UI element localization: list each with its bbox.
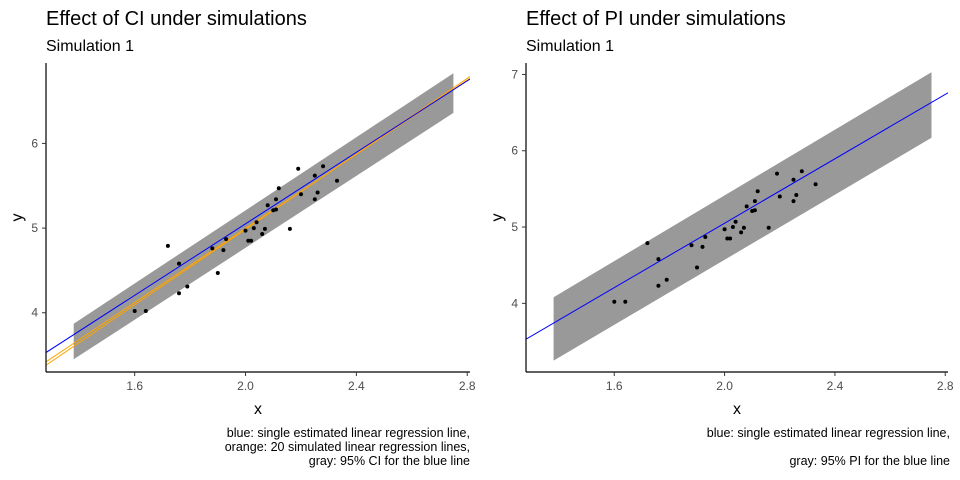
x-tick-label: 1.6 bbox=[606, 379, 623, 393]
chart-subtitle: Simulation 1 bbox=[46, 38, 134, 55]
data-point bbox=[700, 244, 705, 249]
data-point bbox=[274, 197, 278, 202]
y-tick-label: 7 bbox=[511, 67, 518, 81]
data-point bbox=[739, 230, 744, 235]
data-point bbox=[185, 284, 190, 289]
data-point bbox=[775, 171, 779, 176]
data-point bbox=[733, 219, 738, 224]
data-point bbox=[312, 197, 317, 202]
data-point bbox=[777, 194, 782, 199]
data-point bbox=[224, 237, 229, 242]
caption-line-1: blue: single estimated linear regression… bbox=[227, 426, 470, 440]
chart-title: Effect of CI under simulations bbox=[46, 8, 307, 30]
data-point bbox=[813, 182, 818, 187]
data-point bbox=[274, 207, 278, 212]
x-tick-label: 1.6 bbox=[126, 379, 143, 393]
data-point bbox=[276, 186, 281, 191]
chart-panel-1: Effect of CI under simulations Simulation… bbox=[9, 8, 476, 468]
data-point bbox=[728, 236, 733, 241]
x-tick-label: 2.0 bbox=[716, 379, 733, 393]
chart-subtitle: Simulation 1 bbox=[526, 38, 614, 55]
data-point bbox=[623, 299, 628, 304]
data-point bbox=[689, 243, 694, 248]
x-tick-label: 2.0 bbox=[237, 379, 254, 393]
data-point bbox=[612, 299, 617, 304]
fit-line bbox=[526, 92, 948, 340]
data-point bbox=[265, 203, 270, 208]
y-tick-label: 6 bbox=[31, 136, 38, 150]
data-point bbox=[752, 199, 757, 204]
data-point bbox=[215, 271, 220, 275]
data-point bbox=[794, 193, 799, 197]
data-point bbox=[335, 178, 339, 183]
data-point bbox=[177, 291, 181, 296]
data-point bbox=[791, 199, 796, 204]
data-point bbox=[221, 248, 226, 253]
fit-line bbox=[46, 78, 470, 353]
data-point bbox=[296, 166, 301, 171]
data-point bbox=[262, 226, 267, 231]
data-point bbox=[744, 204, 749, 209]
y-axis-label: y bbox=[9, 214, 26, 222]
data-point bbox=[725, 236, 730, 241]
data-point bbox=[312, 173, 317, 178]
simulated-line-2 bbox=[46, 77, 470, 363]
data-point bbox=[656, 257, 661, 262]
x-tick-label: 2.4 bbox=[827, 379, 844, 393]
data-point bbox=[299, 192, 303, 197]
data-point bbox=[143, 309, 148, 313]
data-point bbox=[703, 235, 708, 239]
data-point bbox=[243, 228, 248, 233]
data-point bbox=[645, 241, 650, 246]
data-point bbox=[755, 189, 760, 194]
chart-title: Effect of PI under simulations bbox=[526, 8, 786, 30]
y-tick-label: 5 bbox=[511, 220, 518, 234]
x-tick-label: 2.8 bbox=[937, 379, 954, 393]
data-point bbox=[287, 226, 292, 231]
y-tick-label: 4 bbox=[31, 306, 38, 320]
x-axis-label: x bbox=[733, 401, 741, 418]
plot-area bbox=[526, 72, 948, 361]
data-point bbox=[249, 238, 254, 243]
data-point bbox=[260, 232, 265, 236]
data-point bbox=[210, 246, 215, 251]
data-point bbox=[177, 261, 181, 266]
y-tick-label: 5 bbox=[31, 221, 38, 235]
data-point bbox=[132, 309, 137, 313]
data-point bbox=[656, 283, 661, 288]
band-95-pi bbox=[553, 72, 932, 361]
caption-line-2: orange: 20 simulated linear regression l… bbox=[225, 440, 470, 454]
y-tick-label: 6 bbox=[511, 144, 518, 158]
data-point bbox=[315, 190, 320, 195]
x-tick-label: 2.8 bbox=[459, 379, 476, 393]
chart-panel-2: Effect of PI under simulations Simulation… bbox=[489, 8, 954, 468]
data-point bbox=[165, 243, 170, 248]
data-point bbox=[791, 177, 796, 182]
y-tick-label: 4 bbox=[511, 296, 518, 310]
data-point bbox=[695, 265, 699, 270]
data-point bbox=[766, 225, 771, 230]
data-point bbox=[799, 169, 804, 174]
data-point bbox=[246, 238, 251, 243]
data-point bbox=[730, 225, 735, 229]
y-axis-label: y bbox=[489, 214, 506, 222]
data-point bbox=[254, 220, 259, 225]
data-point bbox=[752, 208, 757, 213]
data-point bbox=[722, 227, 727, 232]
data-point bbox=[664, 277, 669, 282]
data-point bbox=[251, 226, 256, 231]
data-point bbox=[741, 225, 746, 230]
plot-area bbox=[46, 73, 470, 366]
data-point bbox=[321, 164, 326, 169]
x-tick-label: 2.4 bbox=[348, 379, 365, 393]
x-axis-label: x bbox=[254, 401, 262, 418]
caption-line-3: gray: 95% PI for the blue line bbox=[789, 454, 950, 468]
caption-line-1: blue: single estimated linear regression… bbox=[707, 426, 950, 440]
caption-line-3: gray: 95% CI for the blue line bbox=[309, 454, 470, 468]
